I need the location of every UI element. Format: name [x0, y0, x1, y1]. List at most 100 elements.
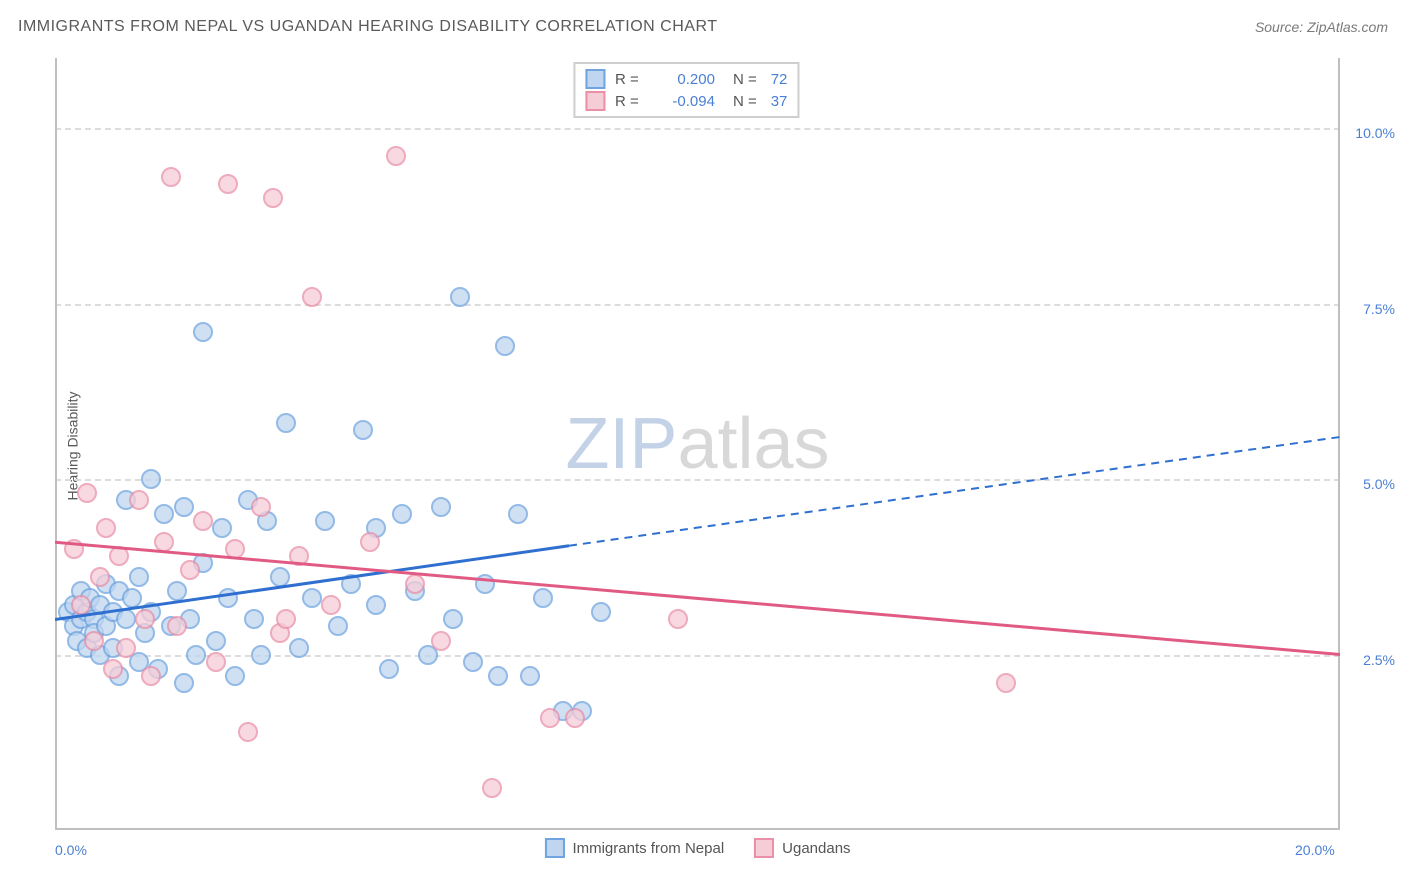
scatter-point: [64, 539, 84, 559]
header: IMMIGRANTS FROM NEPAL VS UGANDAN HEARING…: [18, 18, 1388, 36]
scatter-point: [167, 581, 187, 601]
series-legend-item: Immigrants from Nepal: [544, 838, 724, 858]
source-label: Source: ZipAtlas.com: [1255, 19, 1388, 35]
scatter-point: [77, 483, 97, 503]
scatter-point: [321, 595, 341, 615]
scatter-point: [103, 659, 123, 679]
scatter-point: [315, 511, 335, 531]
scatter-point: [475, 574, 495, 594]
scatter-point: [996, 673, 1016, 693]
plot-area: [55, 58, 1340, 830]
scatter-point: [431, 497, 451, 517]
scatter-point: [129, 567, 149, 587]
scatter-point: [302, 588, 322, 608]
scatter-point: [141, 666, 161, 686]
scatter-point: [212, 518, 232, 538]
scatter-point: [167, 616, 187, 636]
scatter-point: [225, 539, 245, 559]
scatter-point: [206, 631, 226, 651]
y-tick-label: 7.5%: [1363, 301, 1395, 317]
scatter-point: [482, 778, 502, 798]
scatter-point: [405, 574, 425, 594]
series-legend-item: Ugandans: [754, 838, 850, 858]
scatter-point: [116, 609, 136, 629]
correlation-legend-row: R = 0.200 N = 72: [585, 68, 787, 90]
legend-swatch: [544, 838, 564, 858]
scatter-point: [218, 588, 238, 608]
scatter-point: [96, 518, 116, 538]
scatter-point: [116, 638, 136, 658]
r-label: R =: [615, 93, 645, 110]
correlation-legend-row: R =-0.094N =37: [585, 90, 787, 112]
scatter-point: [263, 188, 283, 208]
scatter-point: [135, 609, 155, 629]
scatter-point: [533, 588, 553, 608]
series-legend-label: Ugandans: [782, 840, 850, 857]
scatter-point: [174, 673, 194, 693]
y-tick-label: 5.0%: [1363, 476, 1395, 492]
scatter-point: [141, 469, 161, 489]
x-tick-label: 0.0%: [55, 842, 87, 858]
scatter-point: [180, 560, 200, 580]
y-tick-label: 10.0%: [1355, 125, 1395, 141]
scatter-point: [206, 652, 226, 672]
scatter-point: [186, 645, 206, 665]
scatter-point: [328, 616, 348, 636]
r-label: R =: [615, 71, 645, 88]
scatter-point: [71, 595, 91, 615]
scatter-point: [251, 497, 271, 517]
n-value: 37: [771, 93, 788, 110]
legend-swatch: [585, 69, 605, 89]
scatter-point: [251, 645, 271, 665]
scatter-point: [225, 666, 245, 686]
scatter-point: [270, 567, 290, 587]
scatter-point: [302, 287, 322, 307]
scatter-point: [129, 490, 149, 510]
chart-title: IMMIGRANTS FROM NEPAL VS UGANDAN HEARING…: [18, 18, 717, 36]
scatter-point: [218, 174, 238, 194]
scatter-point: [431, 631, 451, 651]
x-tick-label: 20.0%: [1295, 842, 1335, 858]
scatter-point: [289, 546, 309, 566]
scatter-point: [244, 609, 264, 629]
n-label: N =: [733, 71, 757, 88]
scatter-point: [392, 504, 412, 524]
scatter-point: [122, 588, 142, 608]
scatter-point: [443, 609, 463, 629]
r-value: 0.200: [655, 71, 715, 88]
scatter-point: [276, 413, 296, 433]
scatter-point: [508, 504, 528, 524]
scatter-point: [353, 420, 373, 440]
series-legend: Immigrants from Nepal Ugandans: [544, 838, 850, 858]
scatter-point: [90, 567, 110, 587]
scatter-point: [495, 336, 515, 356]
scatter-point: [668, 609, 688, 629]
scatter-point: [341, 574, 361, 594]
scatter-point: [386, 146, 406, 166]
scatter-point: [366, 595, 386, 615]
legend-swatch: [585, 91, 605, 111]
n-label: N =: [733, 93, 757, 110]
scatter-point: [174, 497, 194, 517]
scatter-point: [450, 287, 470, 307]
scatter-point: [161, 167, 181, 187]
scatter-point: [520, 666, 540, 686]
scatter-point: [276, 609, 296, 629]
series-legend-label: Immigrants from Nepal: [572, 840, 724, 857]
scatter-point: [109, 546, 129, 566]
scatter-point: [540, 708, 560, 728]
chart-area: ZIPatlas R =0.200N =72R =-0.094N =37 Imm…: [55, 58, 1340, 830]
y-tick-label: 2.5%: [1363, 652, 1395, 668]
scatter-point: [154, 532, 174, 552]
scatter-point: [565, 708, 585, 728]
n-value: 72: [771, 71, 788, 88]
scatter-point: [154, 504, 174, 524]
legend-swatch: [754, 838, 774, 858]
scatter-point: [289, 638, 309, 658]
correlation-legend: R =0.200N =72R =-0.094N =37: [573, 62, 799, 118]
scatter-point: [488, 666, 508, 686]
scatter-point: [379, 659, 399, 679]
scatter-point: [463, 652, 483, 672]
scatter-point: [591, 602, 611, 622]
scatter-point: [193, 511, 213, 531]
